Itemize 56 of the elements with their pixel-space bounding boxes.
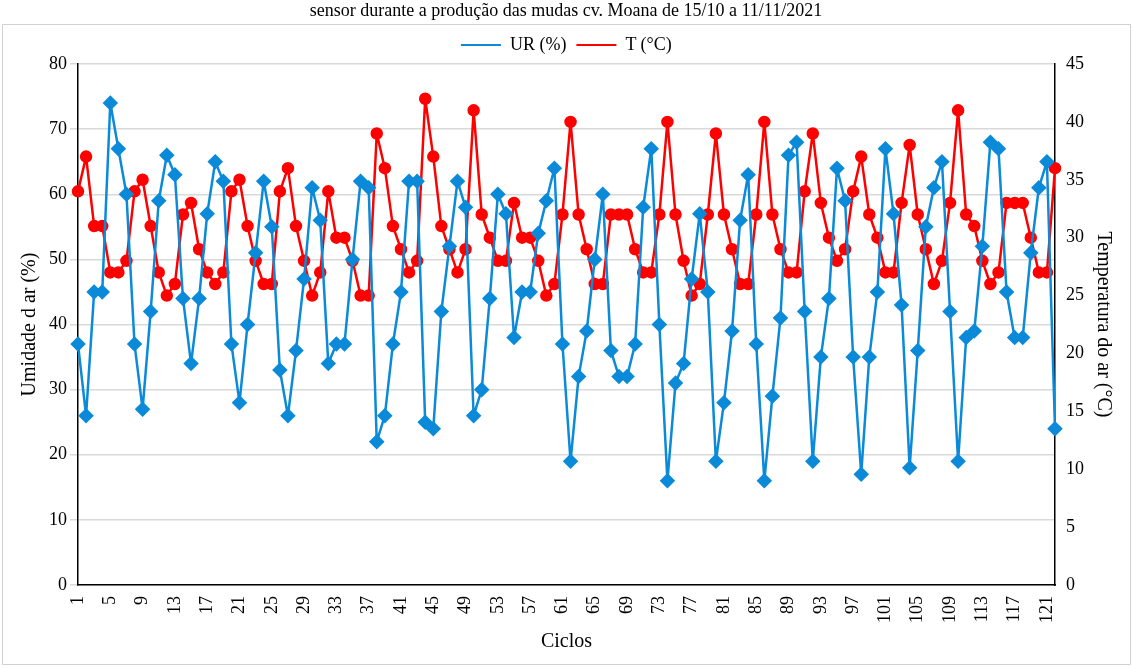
- y-tick-label: 30: [49, 378, 67, 399]
- x-tick-label: 1: [66, 596, 87, 605]
- y2-tick-label: 35: [1066, 168, 1084, 189]
- x-tick-label: 53: [486, 596, 507, 614]
- x-tick-label: 37: [357, 596, 378, 614]
- x-tick-label: 17: [195, 596, 216, 614]
- y-tick-label: 80: [49, 52, 67, 73]
- y-tick-label: 0: [58, 573, 67, 594]
- y-tick-label: 70: [49, 117, 67, 138]
- x-tick-label: 41: [389, 596, 410, 614]
- x-tick-label: 29: [292, 596, 313, 614]
- y2-tick-label: 0: [1066, 573, 1075, 594]
- y2-tick-label: 40: [1066, 110, 1084, 131]
- y-axis-title: Umidade d ar (%): [17, 252, 41, 397]
- x-tick-label: 25: [260, 596, 281, 614]
- x-tick-label: 13: [163, 596, 184, 614]
- y2-tick-label: 5: [1066, 515, 1075, 536]
- x-tick-label: 57: [518, 596, 539, 614]
- x-tick-label: 77: [680, 596, 701, 614]
- y2-axis-title: Temperatura do ar (°C): [1092, 231, 1116, 418]
- x-tick-label: 33: [325, 596, 346, 614]
- y-tick-label: 60: [49, 182, 67, 203]
- x-tick-label: 105: [906, 596, 927, 623]
- y-tick-label: 20: [49, 443, 67, 464]
- y-tick-label: 10: [49, 508, 67, 529]
- y2-tick-label: 10: [1066, 457, 1084, 478]
- x-tick-label: 81: [712, 596, 733, 614]
- y2-tick-label: 30: [1066, 226, 1084, 247]
- x-tick-label: 21: [228, 596, 249, 614]
- legend-label: T (°C): [625, 33, 672, 55]
- x-tick-label: 97: [841, 596, 862, 614]
- x-axis-title: Ciclos: [540, 629, 593, 652]
- x-tick-label: 117: [1003, 596, 1024, 623]
- x-tick-label: 93: [809, 596, 830, 614]
- legend-label: UR (%): [509, 33, 567, 55]
- x-tick-label: 113: [971, 596, 992, 623]
- x-tick-label: 85: [744, 596, 765, 614]
- x-tick-label: 89: [777, 596, 798, 614]
- y-tick-label: 40: [49, 313, 67, 334]
- text: sensor durante a produção das mudas cv. Moana de 15/10 a 11/11/2021: [309, 0, 823, 20]
- x-tick-label: 69: [615, 596, 636, 614]
- x-tick-label: 5: [99, 596, 120, 605]
- x-tick-label: 101: [874, 596, 895, 623]
- x-tick-label: 109: [938, 596, 959, 623]
- y2-tick-label: 15: [1066, 400, 1084, 421]
- x-tick-label: 121: [1035, 596, 1056, 623]
- y2-tick-label: 45: [1066, 52, 1084, 73]
- x-tick-label: 45: [422, 596, 443, 614]
- x-tick-label: 65: [583, 596, 604, 614]
- x-tick-label: 73: [648, 596, 669, 614]
- x-tick-label: 61: [551, 596, 572, 614]
- x-tick-label: 49: [454, 596, 475, 614]
- y2-tick-label: 20: [1066, 342, 1084, 363]
- y-tick-label: 50: [49, 248, 67, 269]
- x-tick-label: 9: [131, 596, 152, 605]
- y2-tick-label: 25: [1066, 284, 1084, 305]
